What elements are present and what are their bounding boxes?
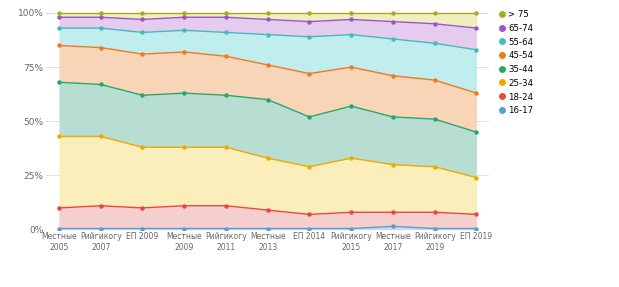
Legend: > 75, 65-74, 55-64, 45-54, 35-44, 25-34, 18-24, 16-17: > 75, 65-74, 55-64, 45-54, 35-44, 25-34,… [498, 9, 535, 117]
